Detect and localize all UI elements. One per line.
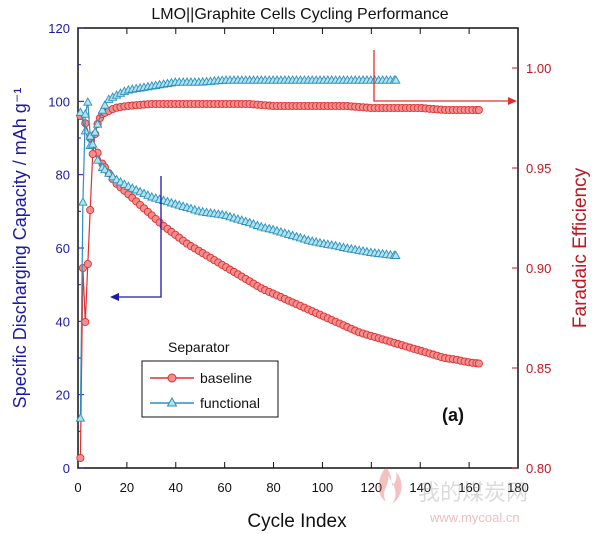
x-tick-label: 140 [409, 480, 431, 495]
series-functional-right [75, 75, 401, 422]
y-right-axis-ticks: 0.80 0.85 0.90 0.95 1.00 [512, 61, 551, 476]
y-right-tick-label: 1.00 [526, 61, 551, 76]
legend-item-baseline: baseline [150, 370, 252, 386]
data-point-baseline [474, 105, 483, 115]
series-baseline-right [76, 99, 483, 463]
legend-label-baseline: baseline [200, 370, 252, 386]
watermark-url: www.mycoal.cn [429, 510, 520, 525]
data-point-baseline [76, 453, 85, 463]
y-right-tick-label: 0.80 [526, 461, 551, 476]
arrow-to-right-axis [373, 50, 517, 105]
data-point-functional [100, 100, 110, 109]
data-point-baseline [474, 359, 483, 368]
data-point-functional [391, 250, 401, 259]
data-point-functional [104, 168, 114, 177]
series-line-baseline [79, 115, 479, 365]
y-right-tick-label: 0.95 [526, 161, 551, 176]
data-point-functional [391, 75, 401, 84]
y-left-tick-label: 20 [56, 388, 70, 403]
y-left-tick-label: 80 [56, 168, 70, 183]
y-left-tick-label: 100 [48, 94, 70, 109]
data-point-functional [92, 155, 103, 164]
y-right-axis-label: Faradaic Efficiency [570, 167, 591, 328]
y-left-tick-label: 60 [56, 241, 70, 256]
data-point-functional [90, 127, 100, 136]
chart-title: LMO||Graphite Cells Cycling Performance [151, 6, 448, 23]
x-axis-label: Cycle Index [247, 511, 347, 532]
data-point-functional [100, 164, 110, 174]
data-point-functional [78, 197, 88, 206]
data-point-functional [83, 97, 93, 106]
data-point-baseline [81, 317, 90, 327]
data-point-baseline [88, 149, 97, 159]
arrow-to-left-axis [110, 176, 162, 301]
x-axis-ticks: 0 20 40 60 80 100 120 140 160 180 [74, 28, 529, 495]
data-point-functional [75, 107, 86, 116]
y-left-axis-label: Specific Discharging Capacity / mAh g⁻¹ [10, 88, 30, 409]
x-tick-label: 40 [169, 480, 183, 495]
y-left-tick-label: 120 [48, 21, 70, 36]
flame-logo-icon [378, 467, 402, 504]
data-point-functional [87, 139, 98, 148]
watermark-site-name: 我的煤炭网 [418, 480, 528, 505]
series-functional-left [75, 107, 401, 259]
panel-label: (a) [442, 405, 464, 425]
data-point-functional [92, 119, 103, 128]
data-point-functional [75, 413, 86, 422]
data-point-functional [80, 109, 91, 118]
y-right-tick-label: 0.85 [526, 361, 551, 376]
legend-box [141, 360, 279, 418]
legend-item-functional: functional [150, 395, 260, 411]
x-tick-label: 20 [120, 480, 134, 495]
watermark: 我的煤炭网 www.mycoal.cn [378, 467, 528, 525]
data-point-baseline [86, 205, 95, 215]
legend-label-functional: functional [200, 395, 260, 411]
series-layer [75, 75, 483, 463]
x-tick-label: 160 [458, 480, 480, 495]
data-point-baseline [83, 259, 92, 269]
x-tick-label: 120 [360, 480, 382, 495]
y-right-tick-label: 0.90 [526, 261, 551, 276]
x-tick-label: 0 [74, 480, 81, 495]
series-line-baseline [79, 103, 479, 459]
legend: Separator baseline functional [141, 339, 279, 418]
x-tick-label: 80 [266, 480, 280, 495]
y-left-axis-ticks: 0 20 40 60 80 100 120 [48, 21, 84, 476]
y-left-tick-label: 40 [56, 314, 70, 329]
x-tick-label: 60 [217, 480, 231, 495]
data-point-functional [97, 105, 108, 114]
x-tick-label: 180 [507, 480, 529, 495]
series-baseline-left [76, 111, 483, 368]
legend-title: Separator [168, 339, 230, 355]
y-left-tick-label: 0 [63, 461, 70, 476]
x-tick-label: 100 [312, 480, 334, 495]
